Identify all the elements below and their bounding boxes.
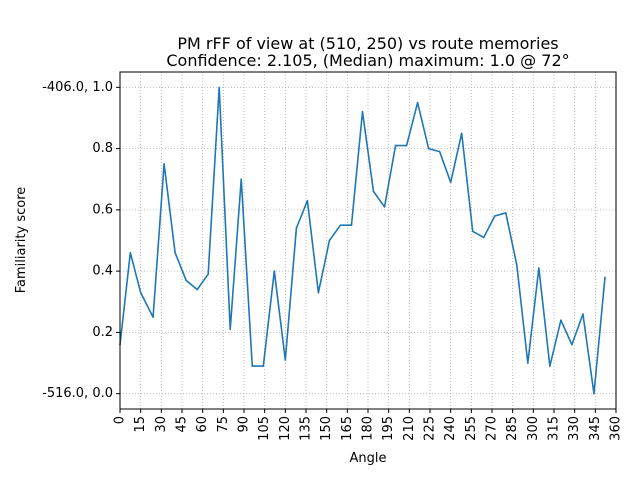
data-point xyxy=(394,144,397,147)
data-point xyxy=(218,86,220,89)
data-point xyxy=(262,365,265,367)
x-tick-label: 120 xyxy=(278,416,293,441)
x-tick-label: 180 xyxy=(361,416,376,441)
data-point xyxy=(383,206,386,208)
x-tick-label: 300 xyxy=(526,416,541,441)
data-point xyxy=(240,178,243,181)
familiarity-series-line xyxy=(119,86,606,395)
data-point xyxy=(139,291,142,294)
plot-area xyxy=(119,86,606,395)
data-point xyxy=(516,264,518,266)
data-point xyxy=(328,239,331,242)
y-axis-label: Familiarity score xyxy=(14,187,29,294)
data-point xyxy=(604,276,606,279)
grid xyxy=(119,72,617,409)
x-tick-label: 150 xyxy=(319,416,334,441)
x-tick-label: 225 xyxy=(423,416,438,441)
data-point xyxy=(471,230,474,233)
data-point xyxy=(560,319,562,321)
x-tick-label: 255 xyxy=(464,416,479,441)
data-point xyxy=(152,316,154,318)
data-point xyxy=(361,111,364,113)
chart-title-line-2: Confidence: 2.105, (Median) maximum: 1.0… xyxy=(166,51,569,70)
x-tick-label: 315 xyxy=(547,416,562,441)
x-tick-label: 30 xyxy=(154,416,169,433)
data-point xyxy=(196,288,198,291)
x-axis-label: Angle xyxy=(350,451,387,466)
data-point xyxy=(185,279,187,282)
x-tick-label: 270 xyxy=(485,416,500,441)
chart-title-line-1: PM rFF of view at (510, 250) vs route me… xyxy=(177,34,558,53)
y-tick-label: 0.6 xyxy=(92,202,113,217)
x-tick-label: 0 xyxy=(113,416,128,424)
x-tick-label: 165 xyxy=(340,416,355,441)
x-tick-label: 360 xyxy=(609,416,624,441)
x-tick-label: 15 xyxy=(133,416,148,433)
x-tick-label: 75 xyxy=(216,416,231,433)
data-point xyxy=(174,251,176,254)
x-axis: 0 15 30 45 60 75 90 105 120 135 150 165 180 195 210 225… xyxy=(113,409,624,441)
x-tick-label: 345 xyxy=(588,416,603,441)
x-tick-label: 210 xyxy=(402,416,417,441)
data-point xyxy=(295,227,298,230)
data-point xyxy=(405,144,408,147)
data-point xyxy=(350,224,353,226)
data-point xyxy=(129,251,132,254)
y-tick-label: 0.2 xyxy=(92,325,113,340)
data-point xyxy=(582,313,584,315)
y-tick-label: -406.0, 1.0 xyxy=(42,80,113,95)
x-tick-label: 285 xyxy=(505,416,520,441)
data-point xyxy=(251,365,254,367)
data-point xyxy=(207,273,209,276)
x-tick-label: 60 xyxy=(195,416,210,433)
data-point xyxy=(273,270,276,272)
data-point xyxy=(549,365,551,367)
x-tick-label: 240 xyxy=(443,416,458,441)
data-point xyxy=(527,362,529,364)
data-point xyxy=(427,147,430,150)
data-point xyxy=(538,267,540,269)
x-tick-label: 135 xyxy=(299,416,314,441)
data-point xyxy=(460,132,463,135)
x-tick-label: 45 xyxy=(175,416,190,433)
data-point xyxy=(438,150,441,153)
data-point xyxy=(317,291,320,294)
data-point xyxy=(493,215,496,217)
x-tick-label: 195 xyxy=(381,416,396,441)
x-tick-label: 90 xyxy=(237,416,252,433)
data-point xyxy=(482,236,485,239)
data-point xyxy=(504,212,507,214)
data-point xyxy=(372,190,375,193)
y-axis: -516.0, 0.0 0.2 0.4 0.6 0.8 -406.0, 1.0 xyxy=(42,80,120,401)
y-tick-label: -516.0, 0.0 xyxy=(42,386,113,401)
data-point xyxy=(284,359,287,361)
data-point xyxy=(449,181,452,184)
data-point xyxy=(339,224,342,226)
data-point xyxy=(306,199,309,202)
y-tick-label: 0.4 xyxy=(92,264,113,279)
x-tick-label: 330 xyxy=(567,416,582,441)
data-point xyxy=(163,163,165,165)
x-tick-label: 105 xyxy=(257,416,272,441)
data-point xyxy=(593,392,595,395)
data-point xyxy=(416,101,419,104)
data-point xyxy=(229,328,232,331)
y-tick-label: 0.8 xyxy=(92,141,113,156)
data-point xyxy=(571,343,573,346)
